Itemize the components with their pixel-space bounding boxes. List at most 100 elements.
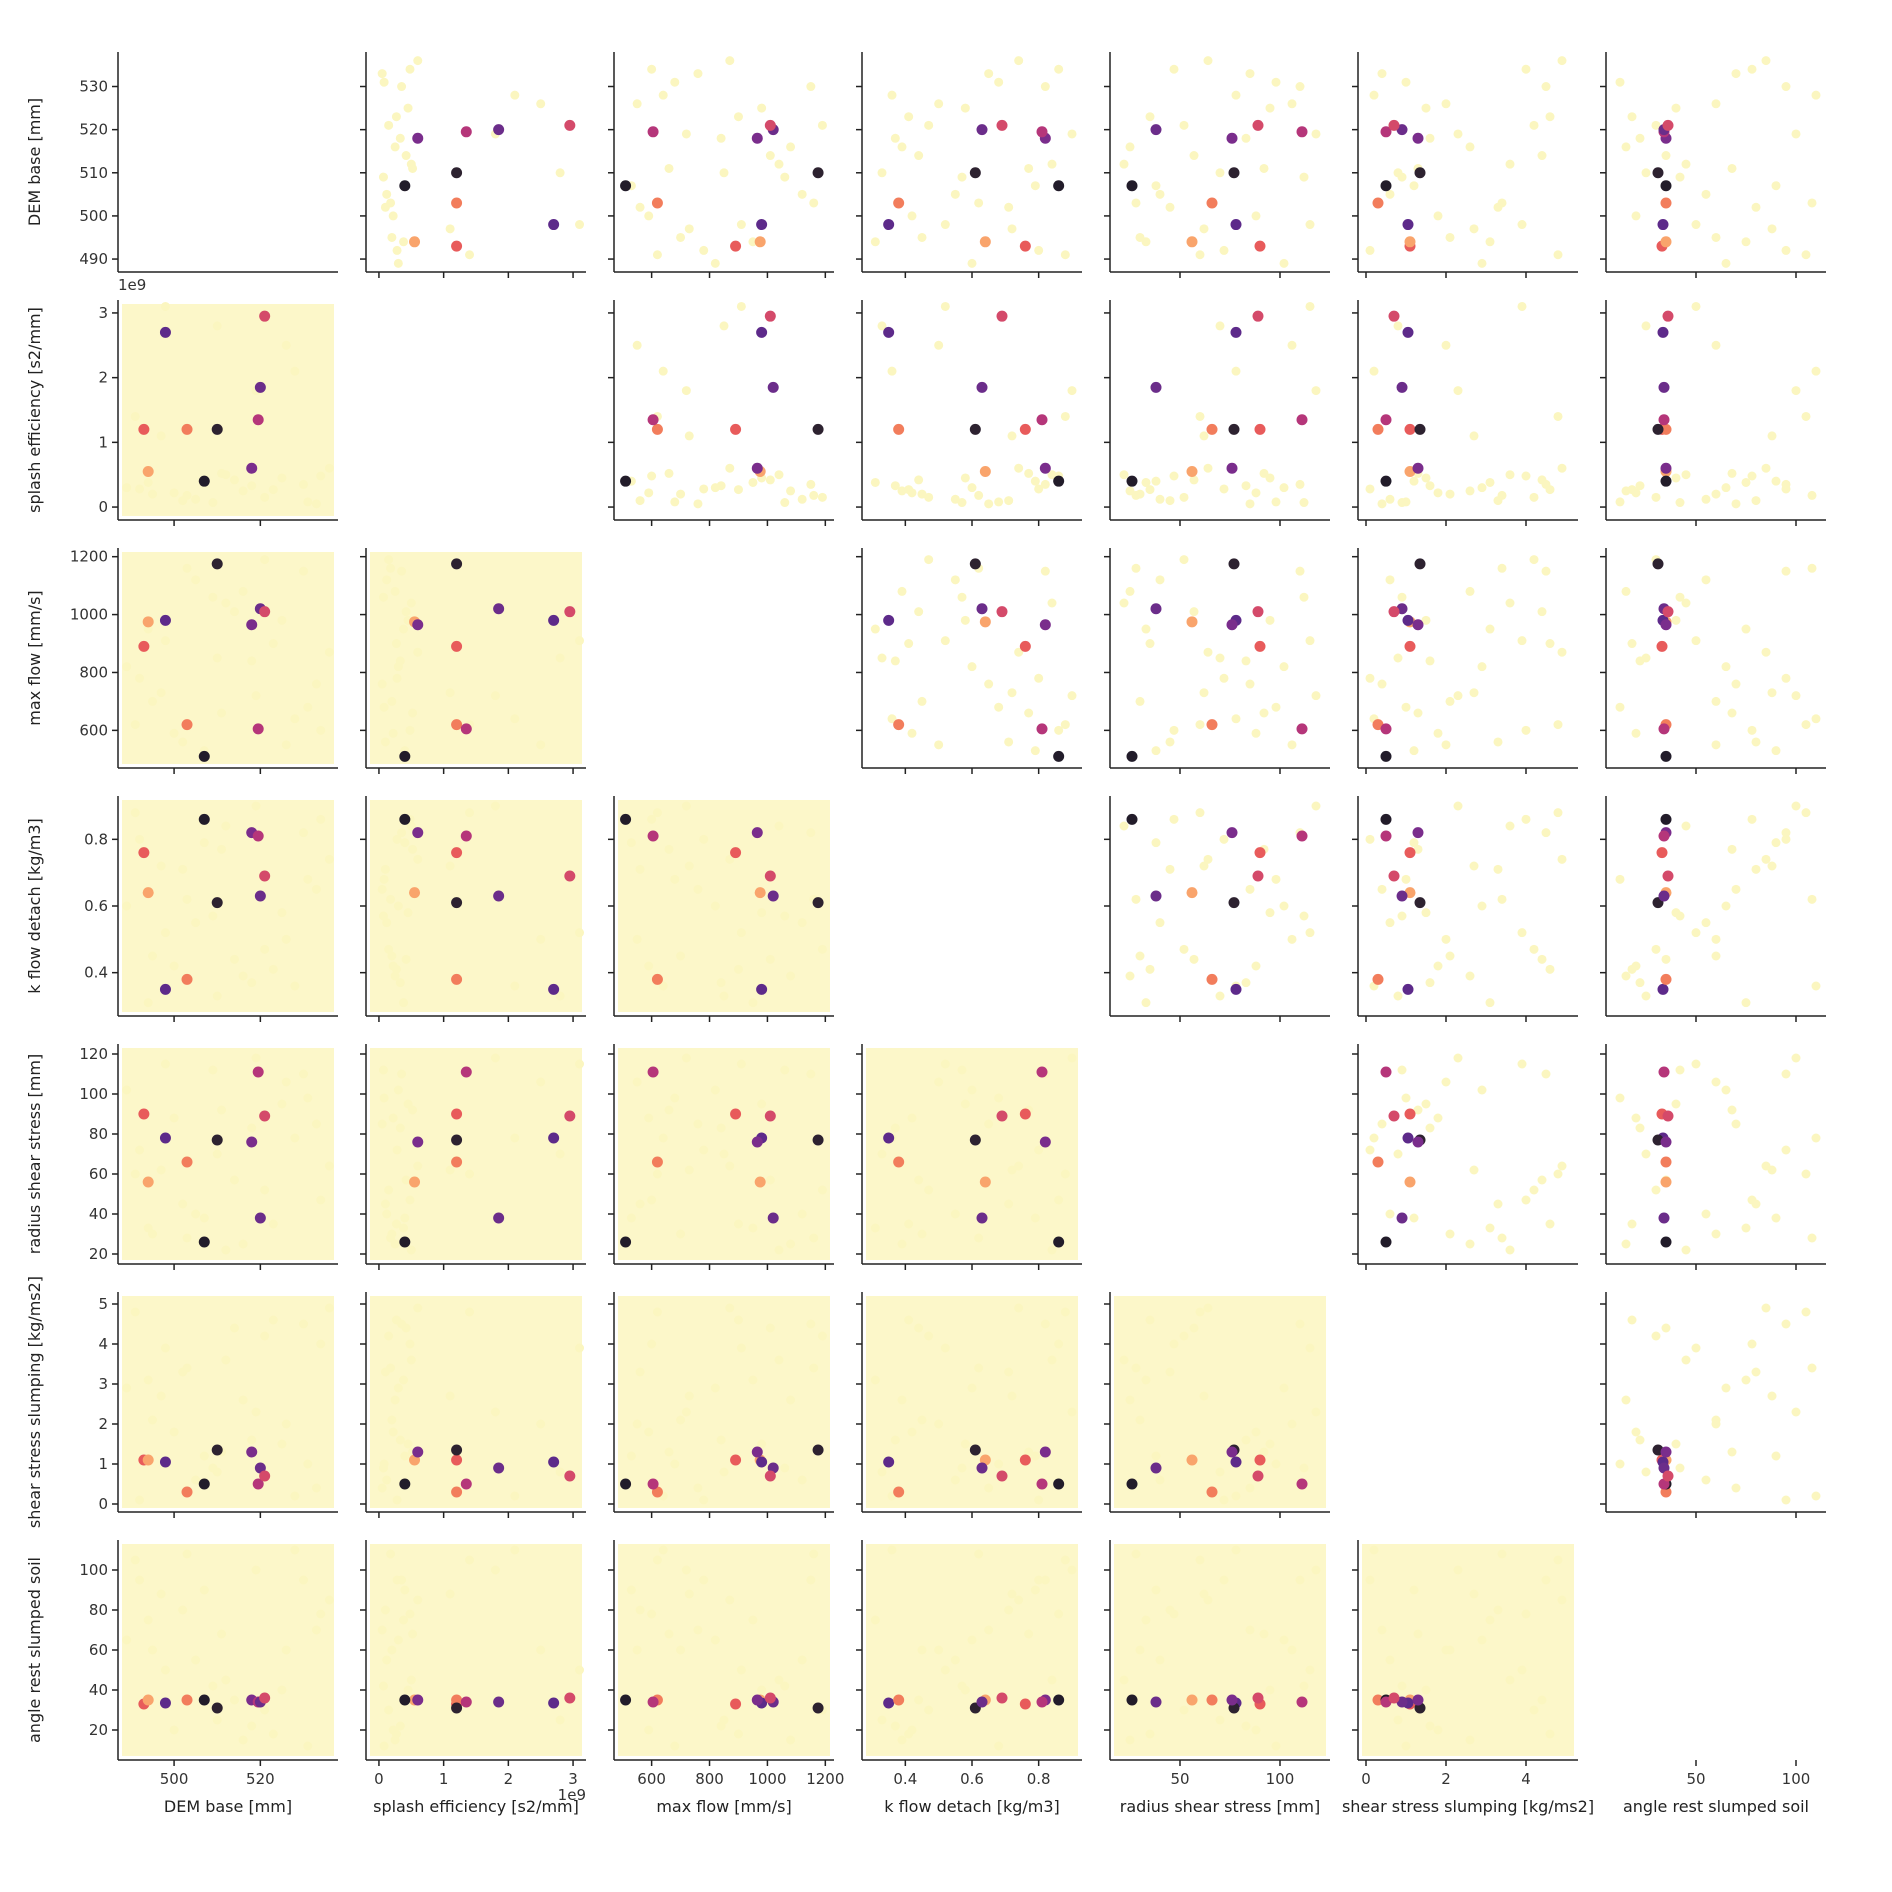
sample-point <box>451 1108 463 1120</box>
background-point <box>1767 688 1777 698</box>
sample-point <box>976 603 988 615</box>
background-point <box>897 1735 907 1745</box>
background-point <box>632 1419 642 1429</box>
background-point <box>950 1209 960 1219</box>
background-point <box>445 1589 455 1599</box>
sample-point <box>996 1110 1008 1122</box>
background-point <box>725 854 735 864</box>
background-point <box>644 211 654 221</box>
background-point <box>277 615 287 625</box>
background-point <box>1661 151 1671 161</box>
sample-point <box>1186 887 1198 899</box>
sample-point <box>460 1066 472 1078</box>
background-point <box>1189 1323 1199 1333</box>
background-point <box>1219 245 1229 255</box>
background-point <box>1681 159 1691 169</box>
background-point <box>408 1629 418 1639</box>
sample-point <box>1039 462 1051 474</box>
background-point <box>1203 56 1213 66</box>
sample-point <box>1150 1462 1162 1474</box>
sample-point <box>883 326 895 338</box>
background-point <box>1767 1391 1777 1401</box>
background-point <box>510 714 520 724</box>
sample-point <box>764 119 776 131</box>
sample-point <box>764 1110 776 1122</box>
background-point <box>1807 490 1817 500</box>
background-point <box>1691 301 1701 311</box>
background-point <box>934 99 944 109</box>
background-point <box>238 586 248 596</box>
background-point <box>1413 1629 1423 1639</box>
sample-point <box>1388 1692 1400 1704</box>
background-point <box>626 1451 636 1461</box>
panel-points <box>377 1545 585 1751</box>
panel-points <box>1615 1303 1821 1505</box>
background-point <box>1557 1595 1567 1605</box>
background-point <box>122 901 132 911</box>
background-point <box>1245 884 1255 894</box>
background-point <box>208 1065 218 1075</box>
panel-points <box>1119 801 1321 1008</box>
sample-point <box>1660 973 1672 985</box>
background-point <box>676 1645 686 1655</box>
background-point <box>510 1545 520 1555</box>
sample-point <box>1039 619 1051 631</box>
sample-point <box>198 1694 210 1706</box>
background-point <box>1401 77 1411 87</box>
background-point <box>907 211 917 221</box>
background-point <box>950 494 960 504</box>
background-point <box>1691 220 1701 230</box>
sample-point <box>979 1176 991 1188</box>
background-point <box>774 1245 784 1255</box>
background-point <box>1295 566 1305 576</box>
background-point <box>405 1195 415 1205</box>
sample-point <box>1404 236 1416 248</box>
background-point <box>212 1149 222 1159</box>
sample-point <box>883 219 895 231</box>
background-point <box>490 801 500 811</box>
background-point <box>1711 1077 1721 1087</box>
background-point <box>303 1741 313 1751</box>
background-point <box>238 1395 248 1405</box>
sample-point <box>451 973 463 985</box>
background-point <box>575 1343 585 1353</box>
y-axis-label: k flow detach [kg/m3] <box>25 818 44 994</box>
background-point <box>809 1549 819 1559</box>
sample-point <box>198 750 210 762</box>
background-point <box>1385 575 1395 585</box>
background-point <box>169 1113 179 1123</box>
background-point <box>664 468 674 478</box>
sample-point <box>1652 558 1664 570</box>
sample-point <box>142 1694 154 1706</box>
y-tick-label: 2 <box>98 1415 108 1433</box>
background-point <box>1007 1589 1017 1599</box>
background-point <box>914 1695 924 1705</box>
background-point <box>399 1223 409 1233</box>
background-point <box>1553 720 1563 730</box>
background-point <box>1365 245 1375 255</box>
background-point <box>555 653 565 663</box>
background-point <box>1615 1459 1625 1469</box>
background-point <box>143 1615 153 1625</box>
sample-point <box>754 1176 766 1188</box>
background-point <box>1811 1133 1821 1143</box>
background-point <box>178 864 188 874</box>
panel-points <box>1615 801 1821 1008</box>
background-point <box>1691 928 1701 938</box>
background-point <box>774 1675 784 1685</box>
sample-point <box>246 462 258 474</box>
background-point <box>960 1099 970 1109</box>
background-point <box>757 1099 767 1109</box>
background-point <box>277 473 287 483</box>
background-point <box>1741 477 1751 487</box>
background-point <box>135 1495 145 1505</box>
background-point <box>1151 838 1161 848</box>
sample-point <box>198 1236 210 1248</box>
sample-point <box>767 890 779 902</box>
sample-point <box>1053 180 1065 192</box>
background-point <box>984 499 994 509</box>
background-point <box>934 340 944 350</box>
background-point <box>1030 746 1040 756</box>
sample-point <box>976 381 988 393</box>
sample-point <box>1404 423 1416 435</box>
